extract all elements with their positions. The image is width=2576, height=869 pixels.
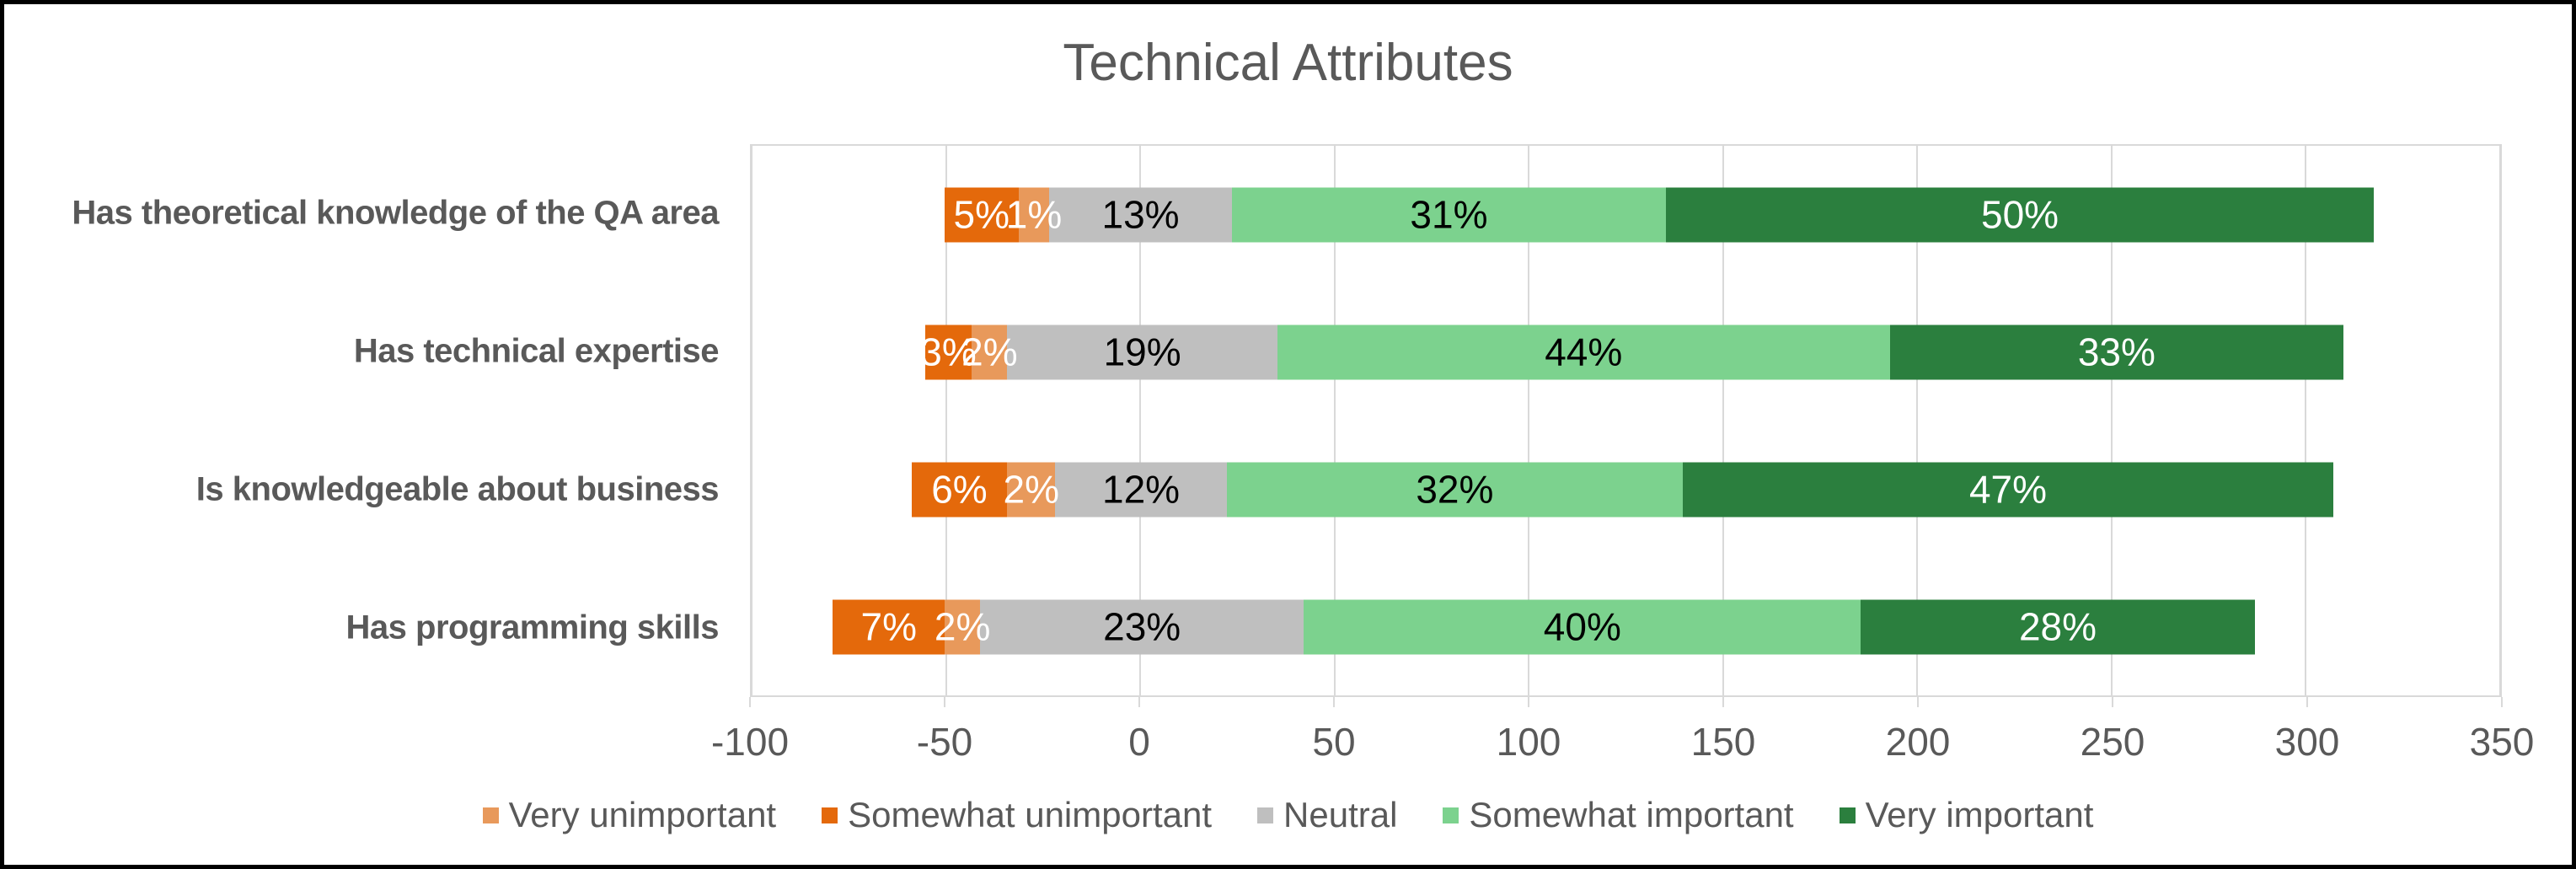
category-label: Has theoretical knowledge of the QA area xyxy=(72,194,719,232)
bar-row: 7% 2% 23% 40% 28% xyxy=(752,599,2500,654)
plot-area: 5% 1% 13% 31% 50% 3% 2% 19% 44% 33% 6% 2% 12% 32% 47% 7… xyxy=(750,144,2502,697)
bar-segment: 2% xyxy=(935,599,990,654)
x-tick-mark-150 xyxy=(1722,697,1724,707)
legend-item: Somewhat unimportant xyxy=(822,795,1212,835)
x-tick-mark-300 xyxy=(2306,697,2308,707)
gridline-50 xyxy=(1333,146,1336,695)
bar-row: 5% 1% 13% 31% 50% xyxy=(752,187,2500,242)
gridline-150 xyxy=(1722,146,1724,695)
segment-data-label: 7% xyxy=(860,604,917,649)
segment-data-label: 47% xyxy=(1968,467,2048,512)
segment-data-label: 33% xyxy=(2077,330,2156,374)
x-tick-mark-350 xyxy=(2501,697,2503,707)
x-tick-mark-0 xyxy=(1138,697,1140,707)
x-tick-label: 100 xyxy=(1496,720,1561,764)
bar-segment: 50% xyxy=(1665,187,2375,242)
bar-segment: 19% xyxy=(1007,325,1277,379)
x-tick-mark--50 xyxy=(944,697,945,707)
legend-label: Somewhat unimportant xyxy=(848,795,1213,834)
gridline--50 xyxy=(945,146,947,695)
segment-data-label: 6% xyxy=(931,467,988,512)
legend: Very unimportant Somewhat unimportant Neut… xyxy=(4,795,2572,835)
x-tick-label: -100 xyxy=(710,720,790,764)
legend-swatch-icon xyxy=(822,807,838,823)
category-label: Is knowledgeable about business xyxy=(195,470,720,508)
legend-swatch-icon xyxy=(1443,807,1459,823)
segment-data-label: 13% xyxy=(1101,192,1180,237)
x-tick-label: 150 xyxy=(1690,720,1756,764)
gridline-200 xyxy=(1916,146,1919,695)
x-tick-mark-50 xyxy=(1333,697,1335,707)
bar-segment: 47% xyxy=(1682,462,2334,517)
gridline-300 xyxy=(2305,146,2307,695)
segment-data-label: 2% xyxy=(934,604,991,649)
segment-data-label: 19% xyxy=(1103,330,1181,374)
bar-row: 6% 2% 12% 32% 47% xyxy=(752,462,2500,517)
x-tick-label: 50 xyxy=(1312,720,1356,764)
x-tick-mark-200 xyxy=(1917,697,1919,707)
category-label: Has programming skills xyxy=(345,609,720,646)
segment-data-label: 5% xyxy=(953,192,1010,237)
legend-item: Neutral xyxy=(1257,795,1397,835)
bar-segment: 2% xyxy=(961,325,1018,379)
bar-segment: 33% xyxy=(1889,325,2344,379)
bar-segment: 6% xyxy=(911,462,1008,517)
legend-label: Somewhat important xyxy=(1469,795,1794,834)
chart-title: Technical Attributes xyxy=(1063,34,1513,92)
segment-data-label: 2% xyxy=(961,330,1018,374)
segment-data-label: 44% xyxy=(1545,330,1623,374)
bar-segment: 40% xyxy=(1304,599,1861,654)
bar-segment: 5% xyxy=(944,187,1019,242)
legend-swatch-icon xyxy=(482,807,499,823)
segment-data-label: 31% xyxy=(1410,192,1488,237)
x-tick-label: 350 xyxy=(2469,720,2535,764)
bar-segment: 44% xyxy=(1277,325,1890,379)
bar-segment: 13% xyxy=(1049,187,1232,242)
segment-data-label: 1% xyxy=(1005,192,1063,237)
segment-data-label: 12% xyxy=(1101,467,1181,512)
x-tick-label: 250 xyxy=(2080,720,2145,764)
legend-swatch-icon xyxy=(1257,807,1274,823)
category-label: Has technical expertise xyxy=(353,332,720,370)
legend-label: Very important xyxy=(1865,795,2094,834)
x-tick-mark-250 xyxy=(2112,697,2113,707)
gridline-250 xyxy=(2110,146,2113,695)
bar-segment: 3% xyxy=(920,325,977,379)
bar-segment: 1% xyxy=(1006,187,1062,242)
segment-data-label: 32% xyxy=(1416,467,1494,512)
gridline-0 xyxy=(1139,146,1142,695)
legend-item: Very important xyxy=(1839,795,2094,835)
bar-segment: 31% xyxy=(1231,187,1666,242)
bar-segment: 2% xyxy=(1004,462,1059,517)
x-axis: -100 -50 0 50 100 150 200 250 300 350 xyxy=(711,697,2534,773)
bar-row: 3% 2% 19% 44% 33% xyxy=(752,325,2500,379)
gridline-100 xyxy=(1528,146,1530,695)
legend-item: Very unimportant xyxy=(482,795,777,835)
segment-data-label: 50% xyxy=(1981,192,2059,237)
bar-segment: 23% xyxy=(980,599,1304,654)
segment-data-label: 3% xyxy=(920,330,977,374)
x-tick-label: 300 xyxy=(2274,720,2340,764)
segment-data-label: 40% xyxy=(1543,604,1621,649)
x-tick-label: 0 xyxy=(1128,720,1150,764)
x-tick-mark--100 xyxy=(749,697,751,707)
legend-label: Very unimportant xyxy=(508,795,777,834)
legend-label: Neutral xyxy=(1283,795,1398,834)
legend-item: Somewhat important xyxy=(1443,795,1794,835)
x-tick-label: -50 xyxy=(916,720,973,764)
segment-data-label: 23% xyxy=(1103,604,1181,649)
segment-data-label: 28% xyxy=(2018,604,2097,649)
category-axis: Has theoretical knowledge of the QA area… xyxy=(21,144,719,697)
x-tick-mark-100 xyxy=(1528,697,1529,707)
segment-data-label: 2% xyxy=(1003,467,1059,512)
x-tick-label: 200 xyxy=(1885,720,1951,764)
legend-swatch-icon xyxy=(1839,807,1856,823)
bar-segment: 7% xyxy=(833,599,945,654)
bar-segment: 28% xyxy=(1861,599,2255,654)
gridline--100 xyxy=(751,146,752,695)
bar-segment: 12% xyxy=(1055,462,1227,517)
gridline-350 xyxy=(2499,146,2501,695)
bar-segment: 32% xyxy=(1226,462,1683,517)
